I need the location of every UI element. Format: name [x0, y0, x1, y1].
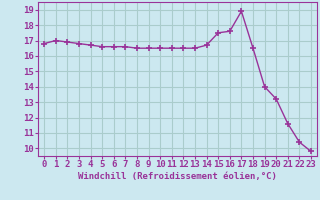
X-axis label: Windchill (Refroidissement éolien,°C): Windchill (Refroidissement éolien,°C): [78, 172, 277, 181]
